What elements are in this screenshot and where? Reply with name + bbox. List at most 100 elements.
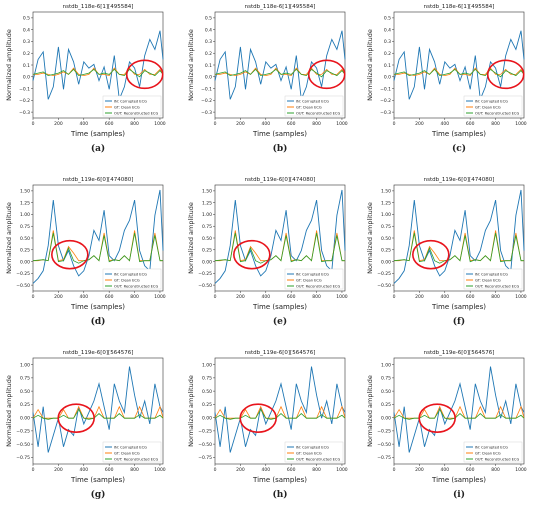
legend-entry: GT: Clean ECG [296, 452, 322, 456]
x-tick-label: 800 [130, 294, 139, 300]
y-tick-label: −0.3 [201, 110, 212, 116]
subplot-title: nstdb_119e-6[0][474080] [424, 177, 495, 183]
y-tick-label: 0.25 [202, 248, 212, 254]
corrupted-ecg-line [214, 30, 346, 100]
x-tick-label: 400 [440, 121, 449, 127]
y-tick-label: −0.1 [380, 86, 391, 92]
x-axis-label: Time (samples) [252, 130, 307, 138]
subplot-0: nstdb_118e-6[1][495584] −0.3 −0.2 −0.1 0.0 0.… [5, 4, 166, 154]
x-tick-label: 0 [32, 467, 35, 473]
x-tick-label: 200 [415, 467, 424, 473]
x-tick-label: 600 [105, 121, 114, 127]
y-tick-label: −0.3 [19, 110, 30, 116]
x-tick-label: 800 [312, 467, 321, 473]
subplot-title: nstdb_119e-6[0][474080] [245, 177, 316, 183]
legend: IN: Corrupted ECG GT: Clean ECG OUT: Recon… [463, 95, 523, 117]
y-tick-label: −0.25 [198, 271, 212, 277]
corrupted-ecg-line [393, 366, 525, 453]
y-tick-label: −0.3 [380, 110, 391, 116]
y-tick-label: −0.50 [377, 442, 391, 448]
panel-label: (f) [453, 316, 465, 327]
x-tick-label: 800 [491, 294, 500, 300]
x-axis-label: Time (samples) [70, 130, 125, 138]
legend-entry: IN: Corrupted ECG [296, 100, 329, 104]
x-tick-label: 200 [54, 121, 63, 127]
legend-entry: OUT: Reconstructed ECG [296, 458, 340, 462]
subplot-6: nstdb_119e-6[0][564576] −0.75 −0.50 −0.25 0.… [5, 350, 166, 500]
highlight-circle [418, 403, 456, 433]
legend-entry: IN: Corrupted ECG [114, 100, 147, 104]
x-tick-label: 0 [214, 294, 217, 300]
x-tick-label: 1000 [515, 121, 527, 127]
reconstructed-ecg-line [214, 408, 346, 420]
legend-entry: OUT: Reconstructed ECG [475, 458, 519, 462]
highlight-circle [307, 59, 346, 90]
y-tick-label: −0.50 [16, 442, 30, 448]
y-tick-label: 1.00 [202, 212, 212, 218]
subplot-title: nstdb_119e-6[0][564576] [424, 350, 495, 356]
x-tick-label: 600 [287, 294, 296, 300]
x-tick-label: 200 [236, 467, 245, 473]
legend: IN: Corrupted ECG GT: Clean ECG OUT: Recon… [102, 95, 162, 117]
x-tick-label: 800 [130, 467, 139, 473]
x-tick-label: 600 [287, 121, 296, 127]
y-tick-label: 0.75 [381, 376, 391, 382]
y-tick-label: −0.2 [380, 98, 391, 104]
x-tick-label: 600 [105, 467, 114, 473]
x-tick-label: 200 [415, 294, 424, 300]
highlight-circle [125, 59, 164, 90]
reconstructed-ecg-line [393, 68, 525, 78]
x-axis-label: Time (samples) [431, 303, 486, 311]
y-tick-label: 0.00 [202, 259, 212, 265]
y-tick-label: −0.25 [198, 429, 212, 435]
legend-box [463, 268, 523, 290]
x-tick-label: 0 [32, 294, 35, 300]
y-tick-label: 0.5 [205, 16, 212, 22]
y-tick-label: 0.00 [202, 415, 212, 421]
x-tick-label: 800 [491, 121, 500, 127]
x-tick-label: 200 [54, 467, 63, 473]
y-tick-label: 1.00 [202, 362, 212, 368]
legend-entry: IN: Corrupted ECG [296, 273, 329, 277]
x-axis-label: Time (samples) [252, 303, 307, 311]
x-tick-label: 0 [393, 294, 396, 300]
y-tick-label: 0.25 [20, 248, 30, 254]
subplot-5: nstdb_119e-6[0][474080] −0.50 −0.25 0.00 0.2… [366, 177, 527, 327]
legend-entry: GT: Clean ECG [475, 452, 501, 456]
legend-box [284, 268, 344, 290]
y-tick-label: 0.25 [20, 402, 30, 408]
x-tick-label: 200 [54, 294, 63, 300]
x-tick-label: 800 [312, 294, 321, 300]
reconstructed-ecg-line [32, 68, 164, 78]
legend-entry: IN: Corrupted ECG [475, 446, 508, 450]
x-tick-label: 1000 [336, 467, 348, 473]
y-tick-label: 0.00 [381, 259, 391, 265]
x-axis-label: Time (samples) [70, 476, 125, 484]
y-axis-label: Normalized amplitude [5, 29, 13, 101]
y-tick-label: −0.2 [201, 98, 212, 104]
y-tick-label: −0.1 [201, 86, 212, 92]
y-tick-label: 0.75 [20, 376, 30, 382]
y-tick-label: −0.25 [377, 429, 391, 435]
y-tick-label: 0.4 [384, 27, 391, 33]
legend: IN: Corrupted ECG GT: Clean ECG OUT: Recon… [284, 441, 344, 463]
legend: IN: Corrupted ECG GT: Clean ECG OUT: Recon… [284, 268, 344, 290]
legend-box [463, 441, 523, 463]
y-tick-label: 1.50 [20, 189, 30, 195]
x-tick-label: 400 [261, 294, 270, 300]
reconstructed-ecg-line [214, 232, 345, 264]
y-tick-label: 0.2 [384, 51, 391, 57]
y-tick-label: 1.00 [381, 362, 391, 368]
subplot-8: nstdb_119e-6[0][564576] −0.75 −0.50 −0.25 0.… [366, 350, 527, 500]
x-tick-label: 600 [105, 294, 114, 300]
x-tick-label: 400 [261, 467, 270, 473]
subplot-4: nstdb_119e-6[0][474080] −0.50 −0.25 0.00 0.2… [187, 177, 348, 327]
x-tick-label: 600 [466, 467, 475, 473]
legend-entry: OUT: Reconstructed ECG [475, 285, 519, 289]
reconstructed-ecg-line [393, 408, 525, 420]
y-axis-label: Normalized amplitude [366, 375, 374, 447]
legend-entry: IN: Corrupted ECG [114, 446, 147, 450]
y-axis-label: Normalized amplitude [5, 202, 13, 274]
y-tick-label: 0.00 [20, 259, 30, 265]
x-tick-label: 0 [214, 121, 217, 127]
